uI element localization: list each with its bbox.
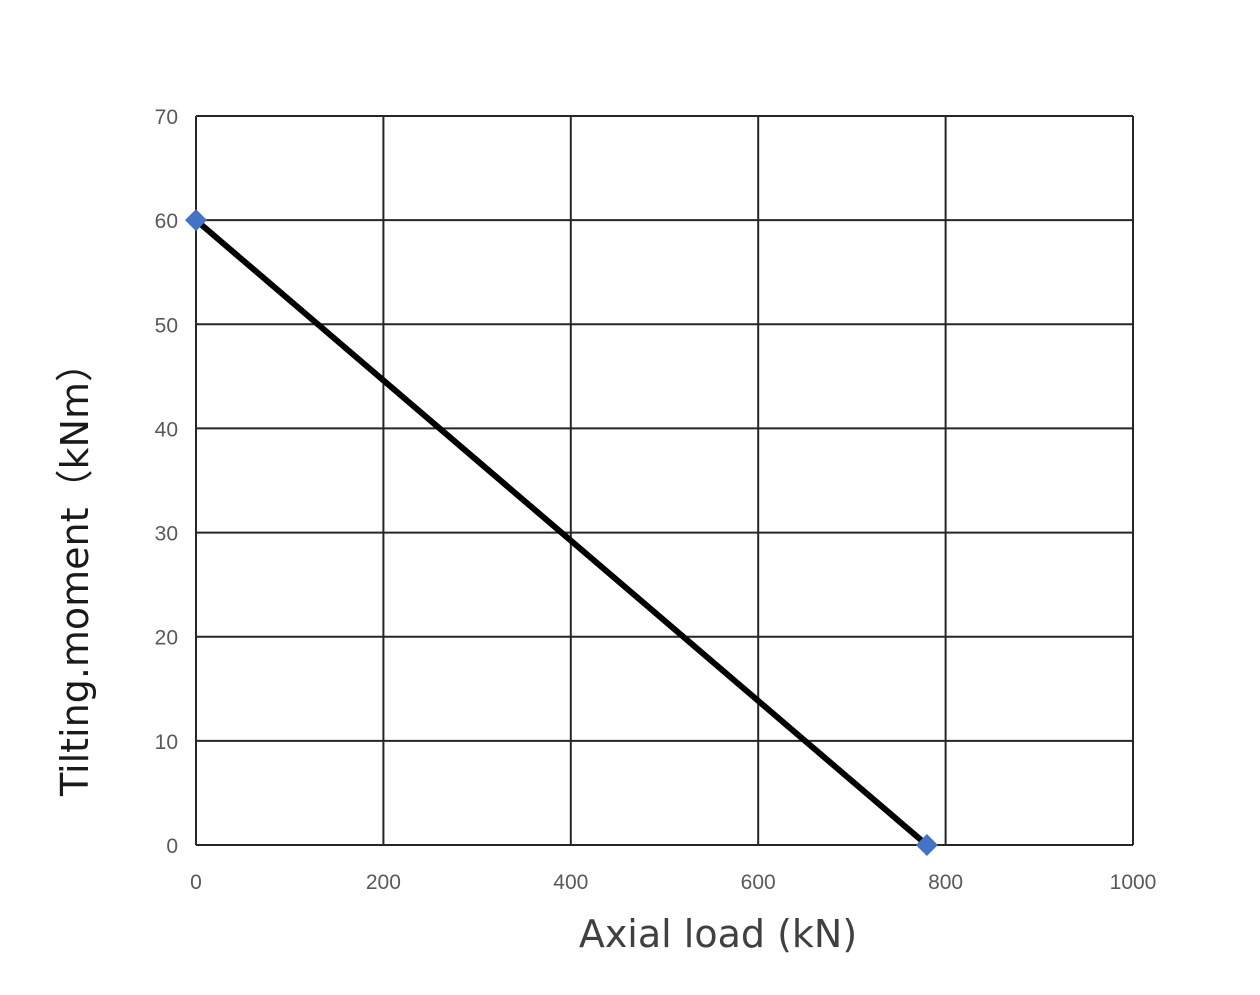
y-tick-label: 20 [155,627,178,650]
x-tick-label: 200 [366,871,401,894]
y-tick-label: 50 [155,314,178,337]
data-point-marker [185,209,207,232]
grid [195,115,1134,846]
series [185,209,938,856]
y-tick-label: 10 [155,731,178,754]
y-tick-label: 70 [155,106,178,129]
y-axis-title: Tilting.moment（kNm） [53,344,97,797]
x-tick-label: 1000 [1110,871,1157,894]
y-tick-label: 40 [155,418,178,441]
x-axis-ticks: 0 200 400 600 800 1000 [190,871,1156,894]
series-line [193,217,930,848]
x-axis-title: Axial load (kN) [579,912,857,956]
y-tick-label: 30 [155,523,178,546]
y-tick-label: 60 [155,210,178,233]
y-tick-label: 0 [166,835,178,858]
x-tick-label: 400 [553,871,588,894]
x-tick-label: 800 [928,871,963,894]
y-axis-ticks: 0 10 20 30 40 50 60 70 [155,106,178,858]
data-point-marker [915,834,938,856]
x-tick-label: 0 [190,871,202,894]
x-tick-label: 600 [741,871,776,894]
